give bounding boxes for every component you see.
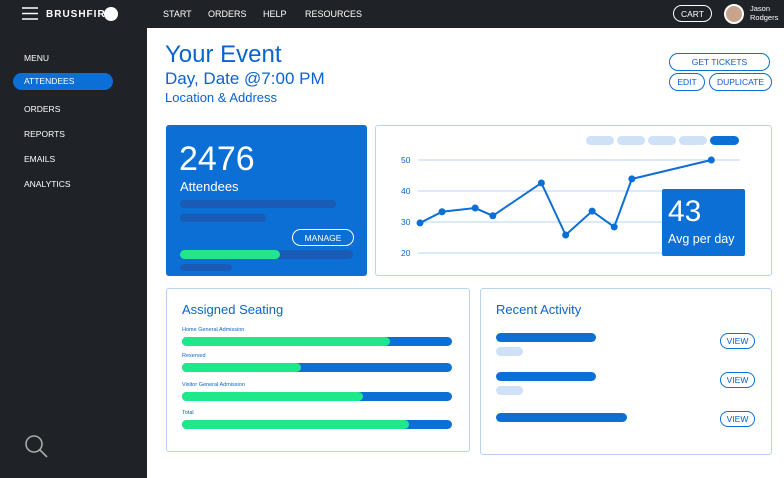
user-last: Rodgers bbox=[750, 13, 779, 22]
event-title: Your Event bbox=[165, 41, 282, 68]
seating-fill bbox=[182, 337, 390, 346]
nav-link[interactable]: HELP bbox=[263, 9, 287, 19]
point bbox=[438, 208, 446, 216]
chart-card bbox=[375, 125, 772, 276]
manage-button[interactable]: MANAGE bbox=[292, 229, 354, 246]
seating-card bbox=[166, 288, 470, 452]
view-button[interactable]: VIEW bbox=[720, 411, 755, 427]
point bbox=[489, 212, 497, 220]
seating-track bbox=[182, 392, 452, 401]
activity-title: Recent Activity bbox=[496, 302, 582, 317]
average-label: Avg per day bbox=[668, 232, 735, 246]
y-tick-label: 30 bbox=[401, 217, 411, 227]
seating-fill bbox=[182, 420, 409, 429]
point bbox=[610, 223, 618, 231]
seating-track bbox=[182, 420, 452, 429]
seating-label: Visitor General Admission bbox=[182, 382, 245, 388]
sidebar-item: MENU bbox=[24, 53, 50, 63]
tab-active[interactable] bbox=[710, 136, 739, 145]
point bbox=[537, 179, 545, 187]
user-name: Jason Rodgers bbox=[750, 4, 778, 22]
user-first: Jason bbox=[750, 4, 771, 13]
event-location: Location & Address bbox=[165, 90, 278, 105]
attendee-label: Attendees bbox=[180, 179, 239, 194]
view-button[interactable]: VIEW bbox=[720, 372, 755, 388]
seating-fill bbox=[182, 392, 363, 401]
attendee-count: 2476 bbox=[179, 140, 255, 178]
seating-track bbox=[182, 363, 452, 372]
line bbox=[419, 159, 712, 237]
tab[interactable] bbox=[648, 136, 676, 145]
avatar[interactable] bbox=[724, 4, 744, 24]
seating-track bbox=[182, 337, 452, 346]
progress-fill bbox=[180, 250, 281, 259]
y-tick-label: 40 bbox=[401, 186, 411, 196]
nav-link[interactable]: ORDERS bbox=[208, 9, 247, 19]
cart-button[interactable]: CART bbox=[673, 5, 712, 22]
sidebar-item[interactable]: ANALYTICS bbox=[24, 179, 71, 189]
average-box bbox=[662, 189, 745, 256]
sidebar-item[interactable]: EMAILS bbox=[24, 154, 56, 164]
seating-label: Home General Admission bbox=[182, 327, 245, 333]
get-tickets-button[interactable]: GET TICKETS bbox=[669, 53, 770, 71]
sidebar-item[interactable]: ORDERS bbox=[24, 104, 61, 114]
point bbox=[471, 204, 479, 212]
point bbox=[562, 231, 570, 239]
point bbox=[707, 156, 715, 164]
seating-label: Total bbox=[182, 410, 194, 416]
sidebar bbox=[0, 28, 147, 478]
sidebar-item[interactable]: REPORTS bbox=[24, 129, 65, 139]
logo-icon bbox=[104, 7, 118, 21]
search-icon[interactable] bbox=[24, 434, 50, 460]
placeholder bbox=[496, 372, 596, 381]
placeholder bbox=[180, 264, 232, 271]
placeholder bbox=[496, 347, 523, 356]
duplicate-button[interactable]: DUPLICATE bbox=[709, 73, 772, 91]
placeholder bbox=[496, 413, 627, 422]
placeholder bbox=[496, 386, 523, 395]
active-pill bbox=[13, 73, 113, 90]
y-tick-label: 50 bbox=[401, 155, 411, 165]
logo[interactable]: BRUSHFIRE bbox=[46, 9, 114, 20]
placeholder bbox=[180, 214, 266, 222]
average-value: 43 bbox=[668, 195, 702, 228]
progress-track bbox=[180, 250, 353, 259]
tab[interactable] bbox=[617, 136, 645, 145]
sidebar-item[interactable]: ATTENDEES bbox=[24, 76, 75, 86]
point bbox=[588, 207, 596, 215]
event-datetime: Day, Date @7:00 PM bbox=[165, 69, 325, 88]
top-bar bbox=[0, 0, 784, 28]
placeholder bbox=[496, 333, 596, 342]
seating-fill bbox=[182, 363, 301, 372]
edit-button[interactable]: EDIT bbox=[669, 73, 705, 91]
y-tick-label: 20 bbox=[401, 248, 411, 258]
nav-link[interactable]: START bbox=[163, 9, 192, 19]
seating-label: Reserved bbox=[182, 353, 206, 359]
nav-link[interactable]: RESOURCES bbox=[305, 9, 363, 19]
tab[interactable] bbox=[679, 136, 707, 145]
point bbox=[628, 175, 636, 183]
view-button[interactable]: VIEW bbox=[720, 333, 755, 349]
point bbox=[416, 219, 424, 227]
menu-icon[interactable] bbox=[22, 7, 38, 20]
placeholder bbox=[180, 200, 336, 208]
activity-card bbox=[480, 288, 772, 455]
tab[interactable] bbox=[586, 136, 614, 145]
seating-title: Assigned Seating bbox=[182, 302, 284, 317]
